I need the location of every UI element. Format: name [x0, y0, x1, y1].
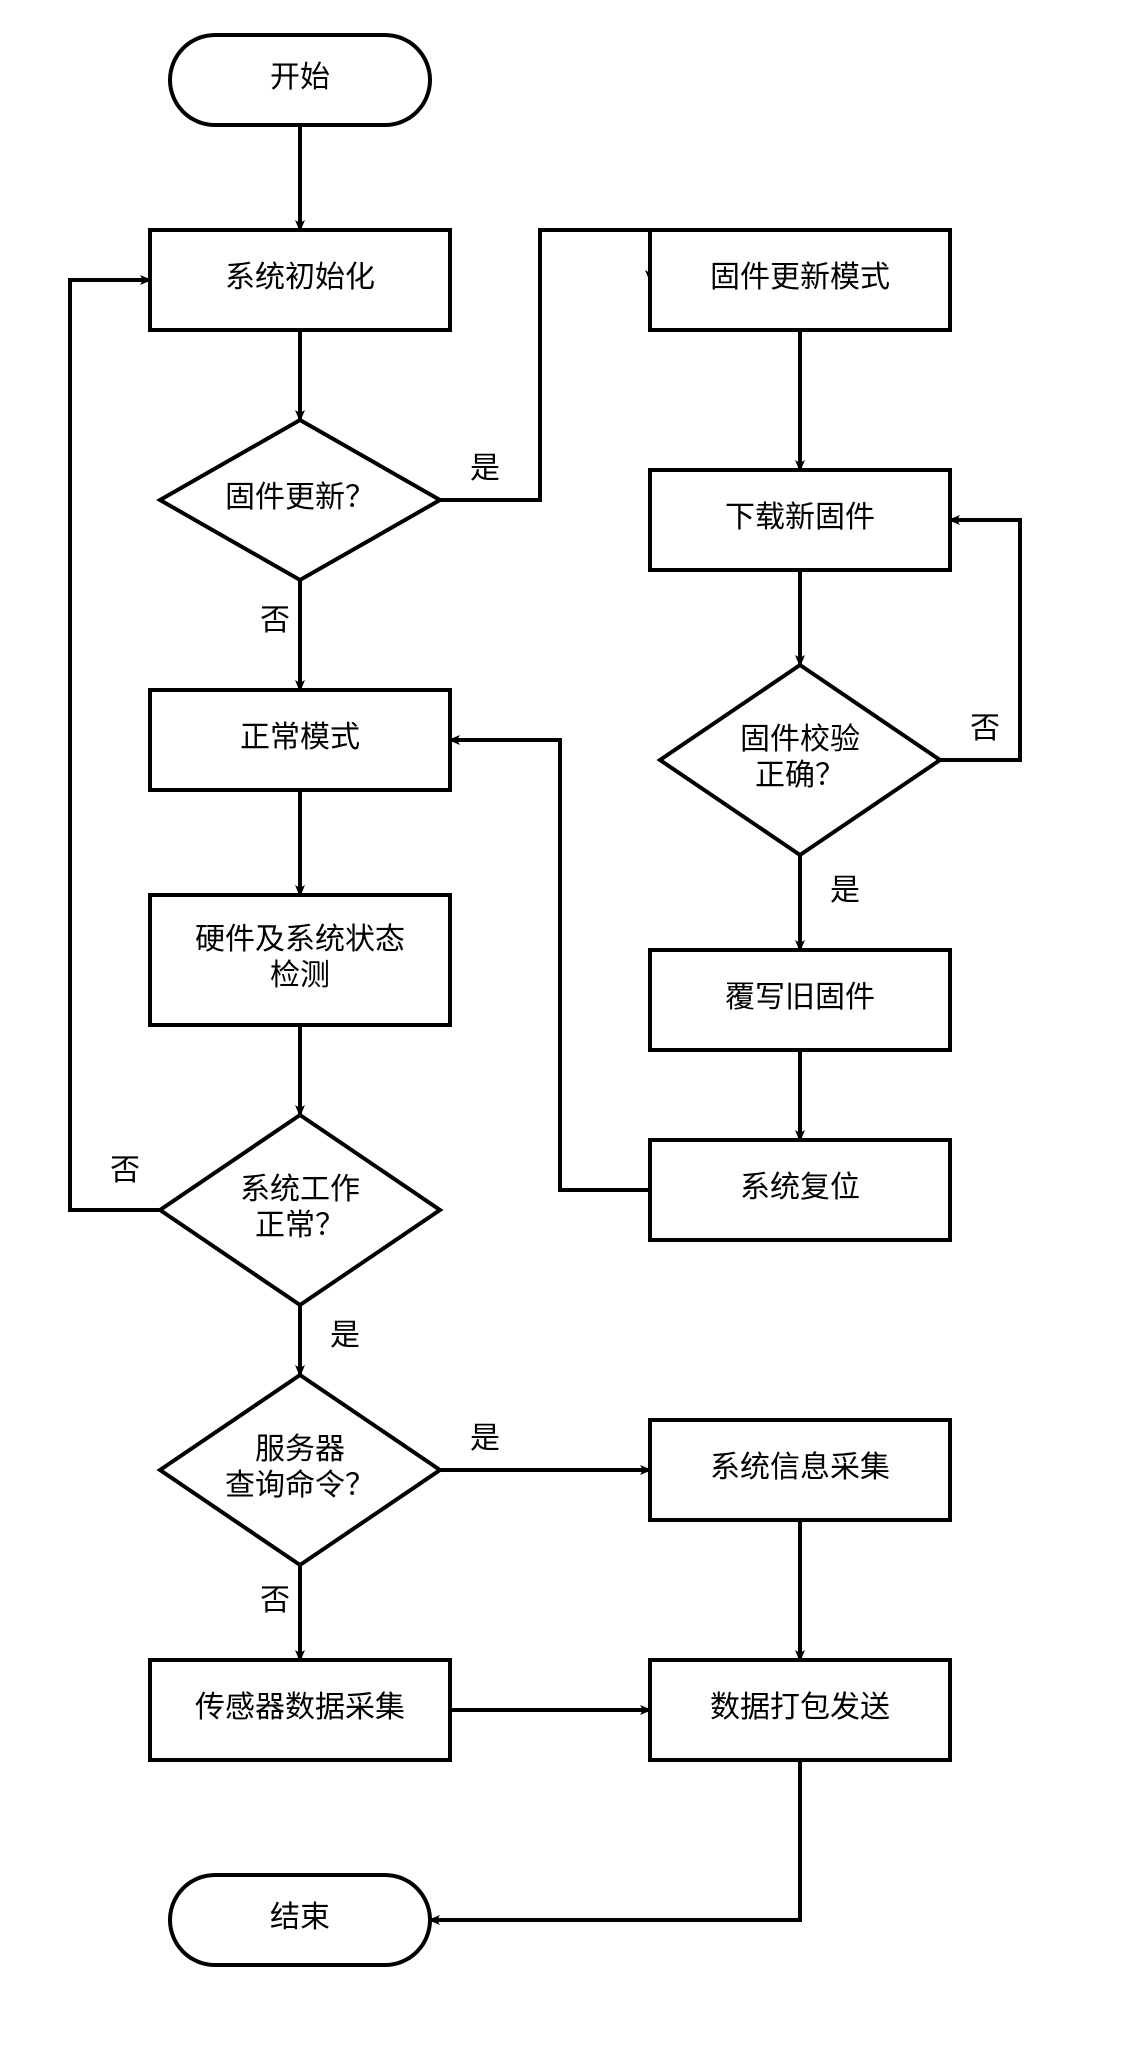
node-text: 结束 [270, 1901, 330, 1934]
node-text: 数据打包发送 [710, 1691, 890, 1724]
edge-label: 是 [830, 874, 860, 907]
node-server_q: 服务器查询命令？ [160, 1375, 440, 1565]
flowchart-svg: 否是是否否是是否开始系统初始化固件更新？正常模式硬件及系统状态检测系统工作正常？… [0, 0, 1126, 2062]
node-text: 正常？ [255, 1209, 345, 1242]
node-text: 固件更新？ [225, 481, 375, 514]
node-pack_send: 数据打包发送 [650, 1660, 950, 1760]
node-text: 系统信息采集 [710, 1451, 890, 1484]
edge-pack_send-end [430, 1760, 800, 1920]
nodes-layer: 开始系统初始化固件更新？ 正常模式硬件及系统状态检测系统工作正常？ 服务器查询命令？… [150, 35, 950, 1965]
edge-label: 否 [110, 1154, 140, 1187]
node-text: 正确？ [755, 759, 845, 792]
node-normal_mode: 正常模式 [150, 690, 450, 790]
edge-label: 否 [260, 1584, 290, 1617]
edge-sys_ok_q-init [70, 280, 160, 1210]
node-sys_ok_q: 系统工作正常？ [160, 1115, 440, 1305]
node-text: 检测 [270, 959, 330, 992]
node-text: 系统初始化 [225, 261, 375, 294]
node-fw_update_q: 固件更新？ [160, 420, 440, 580]
node-end: 结束 [170, 1875, 430, 1965]
node-sensor_collect: 传感器数据采集 [150, 1660, 450, 1760]
edge-sys_reset-normal_mode [450, 740, 650, 1190]
node-text: 传感器数据采集 [195, 1691, 405, 1724]
edge-label: 是 [330, 1319, 360, 1352]
node-text: 系统工作 [240, 1173, 360, 1206]
node-text: 查询命令？ [225, 1469, 375, 1502]
node-text: 下载新固件 [725, 501, 875, 534]
node-fw_mode: 固件更新模式 [650, 230, 950, 330]
node-text: 固件校验 [740, 723, 860, 756]
node-sys_info: 系统信息采集 [650, 1420, 950, 1520]
node-fw_verify_q: 固件校验正确？ [660, 665, 940, 855]
edge-label: 否 [970, 712, 1000, 745]
edge-label: 是 [470, 452, 500, 485]
node-init: 系统初始化 [150, 230, 450, 330]
node-text: 服务器 [255, 1433, 345, 1466]
node-overwrite_fw: 覆写旧固件 [650, 950, 950, 1050]
node-text: 系统复位 [740, 1171, 860, 1204]
edge-label: 否 [260, 604, 290, 637]
node-start: 开始 [170, 35, 430, 125]
node-text: 正常模式 [240, 721, 360, 754]
edge-label: 是 [470, 1422, 500, 1455]
node-text: 开始 [270, 61, 330, 94]
node-sys_reset: 系统复位 [650, 1140, 950, 1240]
node-download_fw: 下载新固件 [650, 470, 950, 570]
node-hw_check: 硬件及系统状态检测 [150, 895, 450, 1025]
node-text: 固件更新模式 [710, 261, 890, 294]
node-text: 覆写旧固件 [725, 981, 875, 1014]
node-text: 硬件及系统状态 [195, 923, 405, 956]
